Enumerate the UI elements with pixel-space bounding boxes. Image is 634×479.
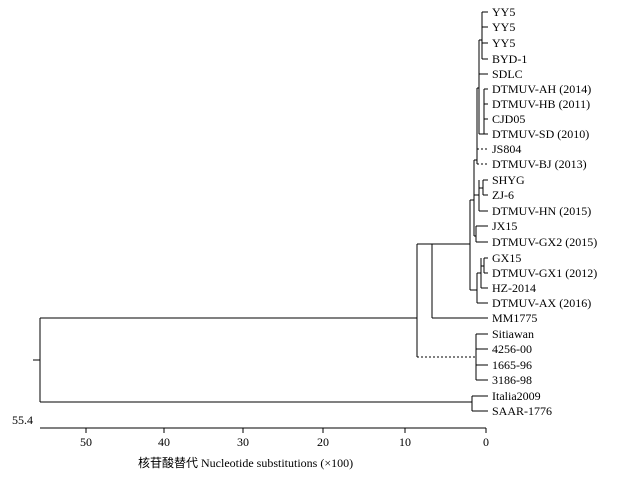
axis-title: 核苷酸替代 Nucleotide substitutions (×100) (138, 455, 353, 470)
axis-tick-label: 0 (483, 435, 489, 449)
leaf-label: DTMUV-AX (2016) (492, 296, 591, 310)
axis-ticks: 50 40 30 20 10 0 (80, 428, 489, 449)
leaf-label: DTMUV-GX1 (2012) (492, 266, 597, 280)
leaf-label: DTMUV-HB (2011) (492, 97, 590, 111)
leaf-label: Italia2009 (492, 389, 541, 403)
scale-axis: 50 40 30 20 10 0 55.4 核苷酸替代 Nucleotide substi… (12, 413, 489, 470)
leaf-label: DTMUV-BJ (2013) (492, 157, 587, 171)
axis-tick-label: 50 (80, 435, 92, 449)
leaf-label: BYD-1 (492, 52, 527, 66)
root-height-label: 55.4 (12, 413, 33, 427)
leaf-label: DTMUV-SD (2010) (492, 127, 589, 141)
leaf-label: 3186-98 (492, 373, 532, 387)
leaf-label: HZ-2014 (492, 281, 536, 295)
leaf-label: YY5 (492, 20, 515, 34)
leaf-label: DTMUV-GX2 (2015) (492, 235, 597, 249)
axis-tick-label: 40 (158, 435, 170, 449)
leaf-label: SHYG (492, 173, 525, 187)
leaf-label: GX15 (492, 251, 521, 265)
axis-tick-label: 10 (399, 435, 411, 449)
leaf-label: MM1775 (492, 311, 537, 325)
leaf-label: 1665-96 (492, 358, 532, 372)
leaf-label: JS804 (492, 142, 521, 156)
leaf-label: ZJ-6 (492, 188, 514, 202)
tree-branches (33, 11, 488, 412)
axis-tick-label: 30 (237, 435, 249, 449)
axis-tick-label: 20 (317, 435, 329, 449)
leaf-label: YY5 (492, 5, 515, 19)
leaf-label: YY5 (492, 36, 515, 50)
leaf-label: Sitiawan (492, 327, 534, 341)
leaf-label: JX15 (492, 219, 517, 233)
leaf-label: CJD05 (492, 112, 525, 126)
leaf-label: 4256-00 (492, 342, 532, 356)
leaf-label: DTMUV-HN (2015) (492, 204, 591, 218)
leaf-label: SDLC (492, 67, 523, 81)
leaf-label: DTMUV-AH (2014) (492, 82, 591, 96)
leaf-label: SAAR-1776 (492, 404, 552, 418)
